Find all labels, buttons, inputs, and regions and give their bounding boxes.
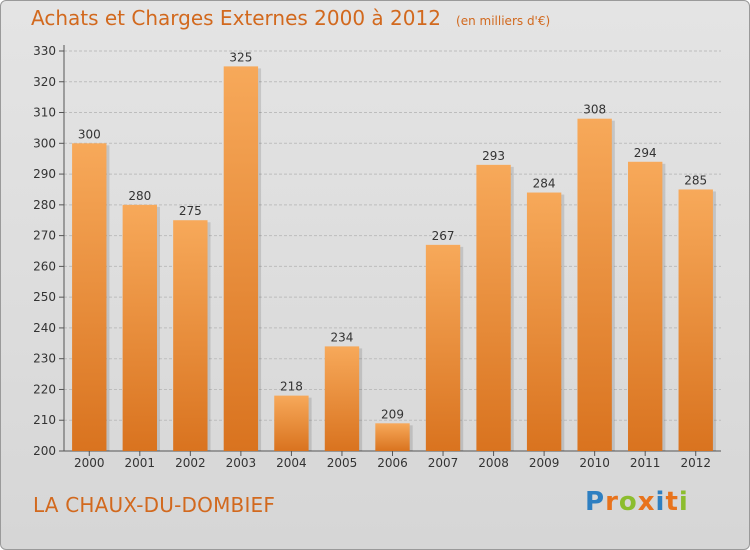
chart-title-unit: (en milliers d'€) [456,14,551,28]
bar [324,346,360,451]
bar [628,161,663,451]
x-tick-label: 2010 [579,456,610,470]
data-label: 209 [381,407,404,421]
data-label: 267 [432,229,455,243]
y-tick-label: 200 [33,444,56,458]
x-tick-label: 2001 [125,456,156,470]
chart-title: Achats et Charges Externes 2000 à 2012 (… [31,6,550,30]
x-tick-label: 2007 [428,456,459,470]
logo-letter: P [585,487,606,517]
y-tick-label: 250 [33,290,56,304]
y-tick-label: 240 [33,321,56,335]
y-tick-label: 220 [33,382,56,396]
data-label: 284 [533,177,556,191]
bar [678,189,713,451]
x-tick-label: 2006 [377,456,408,470]
y-tick-label: 330 [33,44,56,58]
x-tick-label: 2009 [529,456,560,470]
y-tick-label: 310 [33,106,56,120]
data-label: 293 [482,149,505,163]
data-labels: 300 280 275 325 218 234 209 267 293 284 308 294 285 [78,50,707,421]
x-tick-label: 2004 [276,456,307,470]
bar [72,143,107,452]
data-label: 275 [179,204,202,218]
chart-title-main: Achats et Charges Externes 2000 à 2012 [31,6,441,30]
bar [526,192,562,452]
data-label: 280 [128,189,151,203]
y-tick-label: 320 [33,75,56,89]
data-label: 308 [583,103,606,117]
x-tick-label: 2005 [327,456,358,470]
logo-letter: o [618,487,638,517]
data-label: 325 [229,50,252,64]
data-label: 218 [280,380,303,394]
grid-lines [64,50,721,452]
proxiti-logo: Proxiti [585,487,689,517]
logo-letter: i [678,487,689,517]
data-label: 234 [331,330,354,344]
y-tick-label: 230 [33,352,56,366]
data-label: 285 [684,173,707,187]
logo-letter: r [605,487,619,517]
y-tick-label: 270 [33,229,56,243]
commune-name: LA CHAUX-DU-DOMBIEF [33,493,276,517]
data-label: 294 [634,146,657,160]
x-tick-label: 2002 [175,456,206,470]
logo-letter: x [637,487,656,517]
x-tick-label: 2003 [226,456,257,470]
y-tick-label: 210 [33,413,56,427]
bars [72,66,716,452]
bar [122,204,157,451]
bar [425,244,461,451]
x-tick-label: 2008 [478,456,509,470]
logo-letter: i [655,487,666,517]
y-tick-label: 300 [33,136,56,150]
axes: 200 210 220 230 240 250 260 270 280 290 300 310 320 3… [33,44,721,470]
y-tick-label: 290 [33,167,56,181]
bar [223,66,259,451]
x-tick-label: 2000 [74,456,105,470]
y-tick-label: 260 [33,259,56,273]
data-label: 300 [78,127,101,141]
bar [375,423,410,451]
x-tick-label: 2011 [630,456,661,470]
logo-letter: t [665,487,679,517]
y-tick-label: 280 [33,198,56,212]
bar [577,118,612,451]
bar [476,164,511,451]
bar [173,220,208,451]
x-tick-label: 2012 [680,456,711,470]
bar [274,395,309,451]
